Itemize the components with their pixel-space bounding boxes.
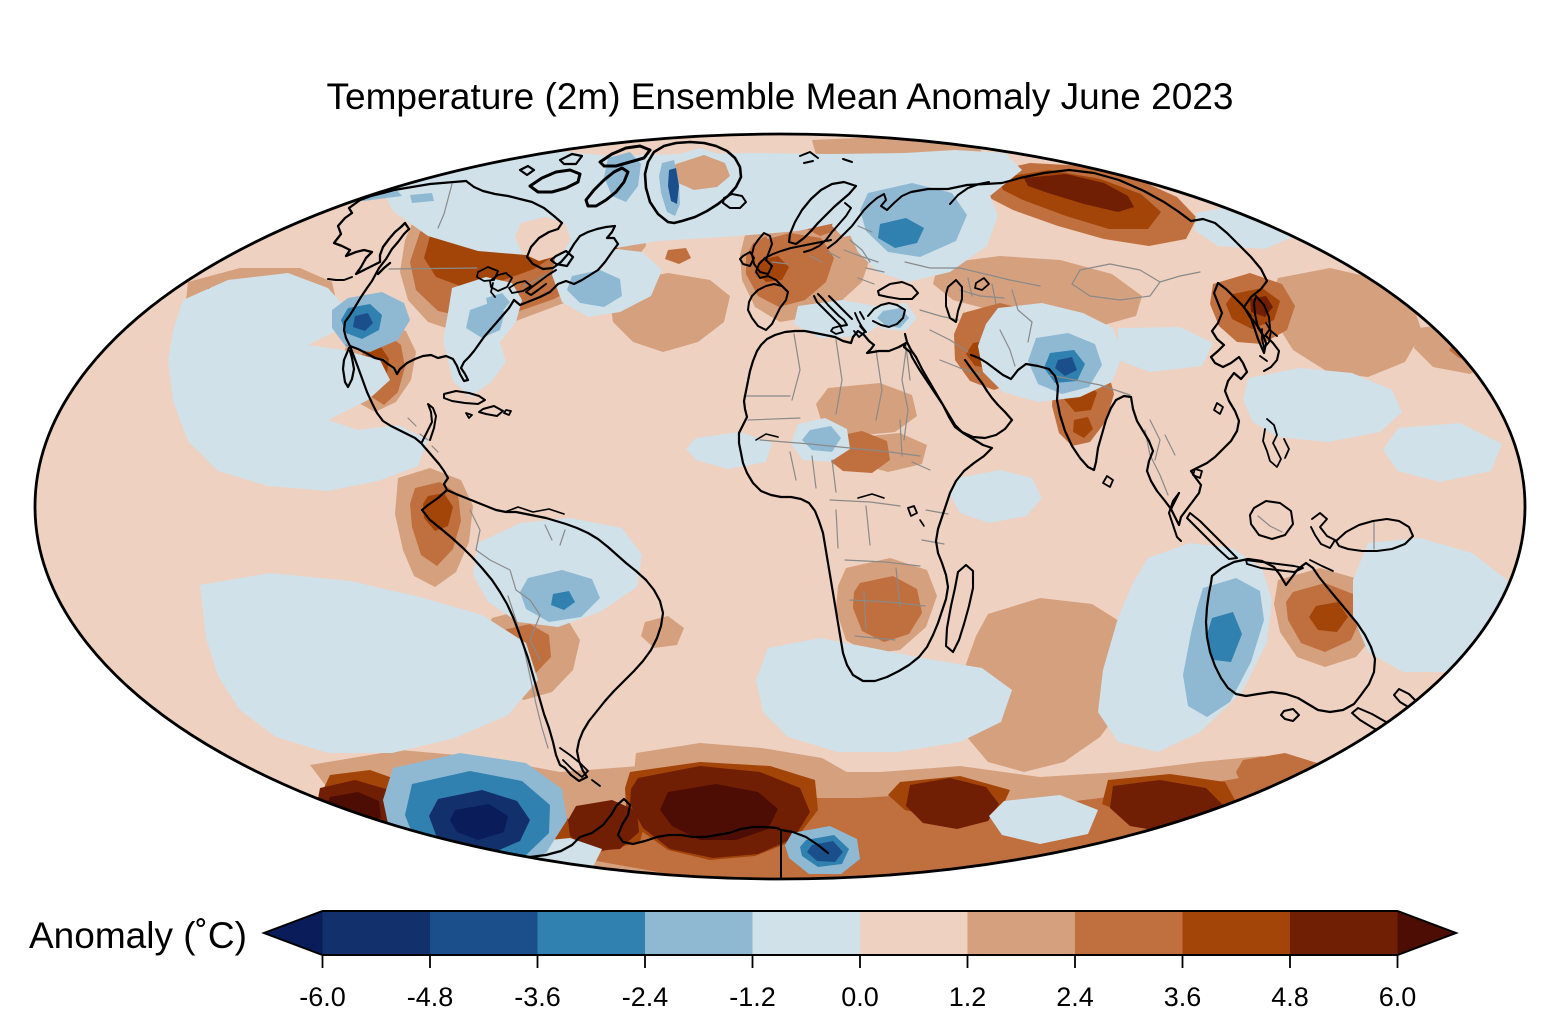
svg-text:-4.8: -4.8 xyxy=(407,982,454,1012)
svg-text:4.8: 4.8 xyxy=(1271,982,1309,1012)
svg-text:-1.2: -1.2 xyxy=(729,982,776,1012)
svg-text:0.0: 0.0 xyxy=(841,982,879,1012)
svg-text:2.4: 2.4 xyxy=(1056,982,1094,1012)
svg-text:-2.4: -2.4 xyxy=(622,982,669,1012)
svg-text:1.2: 1.2 xyxy=(949,982,987,1012)
svg-text:Temperature (2m) Ensemble Mean: Temperature (2m) Ensemble Mean Anomaly J… xyxy=(327,76,1234,117)
svg-text:3.6: 3.6 xyxy=(1164,982,1202,1012)
svg-text:6.0: 6.0 xyxy=(1379,982,1417,1012)
svg-text:-3.6: -3.6 xyxy=(514,982,561,1012)
svg-text:-6.0: -6.0 xyxy=(299,982,346,1012)
svg-text:Anomaly (˚C): Anomaly (˚C) xyxy=(29,915,247,956)
